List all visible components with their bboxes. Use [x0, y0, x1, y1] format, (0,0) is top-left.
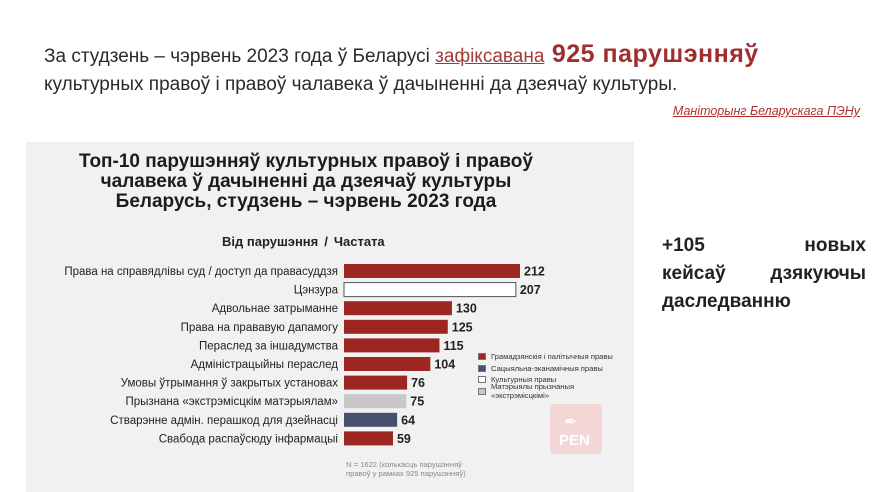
legend-label: Грамадзянскія і палітычныя правы: [491, 352, 613, 362]
value-label: 76: [411, 376, 425, 390]
side-note: +105 новых кейсаў дзякуючы даследванню: [662, 232, 866, 316]
side-note-line: +105 новых: [662, 235, 866, 256]
headline-text-2: культурных правоў і правоў чалавека ў да…: [44, 74, 678, 95]
subtitle-separator: /: [324, 234, 328, 249]
legend-label: Сацыяльна-эканамічныя правы: [491, 363, 603, 373]
side-note-line: кейсаў дзякуючы: [662, 263, 866, 284]
chart-title-line: Топ-10 парушэнняў культурных правоў і пр…: [79, 151, 533, 172]
subtitle-left: Від парушэння: [222, 234, 319, 249]
legend-swatch: [478, 387, 486, 395]
chart-title-line: Беларусь, студзень – чэрвень 2023 года: [115, 191, 497, 212]
value-label: 212: [524, 265, 545, 279]
legend-label: Культурныя правы: [491, 375, 557, 385]
quill-pen-icon: ✒: [564, 414, 578, 431]
chart-subtitle: Від парушэння / Частата: [222, 234, 385, 249]
pen-logo-text: PEN: [559, 432, 590, 449]
value-label: 115: [443, 339, 463, 353]
chart-title-line: чалавека ў дачыненні да дзеячаў культуры: [100, 171, 512, 192]
legend-item-civil: Грамадзянскія і палітычныя правы: [478, 351, 634, 363]
value-label: 75: [410, 395, 424, 409]
headline-link[interactable]: зафіксавана: [435, 46, 545, 67]
value-label: 130: [456, 302, 477, 316]
category-label: Умовы ўтрымання ў закрытых установах: [121, 378, 339, 390]
bar-chart: Права на справядлівы суд / доступ да пра…: [64, 264, 545, 446]
value-label: 104: [434, 358, 455, 372]
category-label: Стварэнне адмін. перашкод для дзейнасці: [110, 415, 338, 427]
bar: [344, 338, 440, 353]
subtitle-right: Частата: [333, 234, 385, 249]
value-label: 59: [397, 432, 411, 446]
value-label: 207: [520, 283, 541, 297]
headline-text-1: За студзень – чэрвень 2023 года ў Белару…: [44, 46, 436, 67]
category-label: Прызнана «экстрэмісцкім матэрыялам»: [125, 396, 338, 408]
bar: [344, 319, 448, 334]
bar: [344, 264, 520, 278]
bar: [343, 282, 517, 298]
bar: [344, 412, 398, 427]
chart-title: Топ-10 парушэнняў культурных правоў і пр…: [66, 152, 546, 212]
bar: [344, 375, 408, 390]
legend-swatch: [478, 364, 486, 372]
chart-panel: Топ-10 парушэнняў культурных правоў і пр…: [26, 142, 634, 492]
pen-logo: ✒ PEN: [550, 404, 602, 454]
legend-item-cultural: Культурныя правы: [478, 374, 634, 386]
category-label: Цэнзура: [294, 285, 339, 297]
side-note-line: даследванню: [662, 291, 791, 312]
bar: [344, 357, 431, 371]
headline: За студзень – чэрвень 2023 года ў Белару…: [44, 40, 834, 99]
headline-count: 925 парушэнняў: [544, 40, 759, 68]
legend-swatch: [478, 376, 486, 384]
legend-item-socio: Сацыяльна-эканамічныя правы: [478, 363, 634, 375]
chart-legend: Грамадзянскія і палітычныя правы Сацыяль…: [478, 351, 634, 400]
category-label: Права на справядлівы суд / доступ да пра…: [64, 266, 338, 278]
bar: [344, 431, 393, 446]
category-label: Адміністрацыйны пераслед: [191, 359, 339, 371]
footnote: N = 1622 (колькасць парушэнняў правоў у …: [346, 460, 466, 478]
bar: [344, 301, 452, 316]
value-label: 64: [401, 413, 415, 427]
category-label: Адвольнае затрыманне: [212, 303, 338, 315]
legend-item-extremist: Матэрыялы прызнаныя «экстрэмісцкімі»: [478, 382, 634, 400]
value-label: 125: [452, 320, 473, 334]
legend-label: Матэрыялы прызнаныя «экстрэмісцкімі»: [490, 382, 575, 401]
category-label: Свабода распаўсюду інфармацыі: [159, 433, 338, 445]
bar: [344, 394, 407, 409]
source-link[interactable]: Маніторынг Беларускага ПЭНу: [672, 104, 860, 118]
category-label: Пераслед за іншадумства: [199, 340, 339, 352]
category-label: Права на прававую дапамогу: [181, 322, 339, 334]
legend-swatch: [478, 353, 486, 361]
